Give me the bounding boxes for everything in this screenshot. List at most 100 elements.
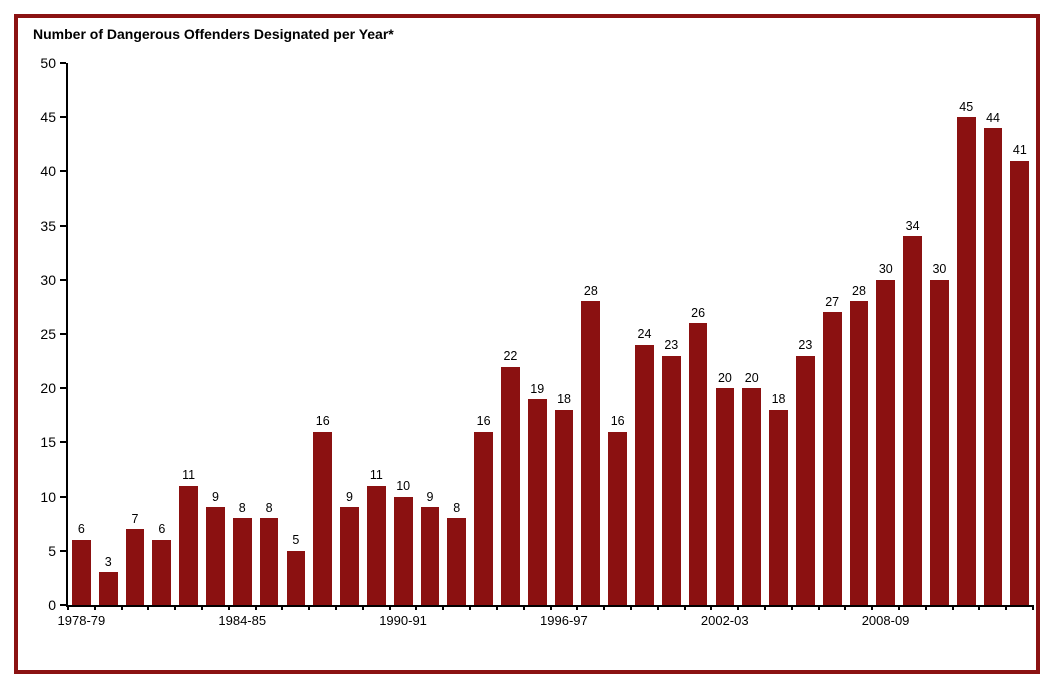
bar-2003-04 [742, 388, 762, 605]
y-axis-label: 20 [40, 380, 56, 397]
bar-value-label: 34 [905, 218, 920, 233]
x-axis-ticks [67, 605, 1034, 611]
bar-2002-03 [715, 388, 735, 605]
bar-slot-1979-80: 3 [95, 63, 122, 605]
plot-area: 0 5 10 15 20 25 30 35 40 45 50 6 3 7 6 11 9 8 8 5 16 9 11 10 9 8… [40, 56, 1034, 628]
bar-2009-10 [903, 236, 922, 605]
bar-1996-97 [554, 409, 574, 605]
x-axis-tick [924, 605, 927, 610]
bar-slot-1985-86: 8 [256, 63, 283, 605]
bar-slot-1990-91: 10 [390, 63, 417, 605]
x-axis-tick [603, 605, 606, 610]
x-axis-tick [978, 605, 981, 610]
bar-2008-09 [876, 279, 896, 605]
bar-value-label: 11 [182, 468, 196, 483]
bar-slot-2010-11: 30 [926, 63, 953, 605]
x-axis-label-2008-09: 2008-09 [861, 613, 910, 628]
y-axis-tick [60, 604, 66, 606]
x-axis-tick [844, 605, 847, 610]
x-axis-tick [469, 605, 472, 610]
x-axis-tick [361, 605, 364, 610]
bar-value-label: 18 [771, 392, 786, 407]
x-axis-tick [147, 605, 150, 610]
x-axis-tick [495, 605, 498, 610]
chart-title: Number of Dangerous Offenders Designated… [33, 26, 394, 42]
x-axis-tick [93, 605, 96, 610]
x-axis-tick [442, 605, 445, 610]
x-axis-tick [227, 605, 230, 610]
bar-1985-86 [259, 518, 279, 605]
x-axis-tick [629, 605, 632, 610]
bar-value-label: 8 [453, 500, 461, 515]
bar-value-label: 28 [852, 283, 866, 298]
chart-frame: Number of Dangerous Offenders Designated… [14, 14, 1040, 674]
bar-slot-1987-88: 16 [309, 63, 336, 605]
bar-value-label: 28 [583, 283, 598, 298]
bar-1979-80 [98, 572, 118, 605]
bar-1992-93 [447, 518, 467, 605]
bar-1991-92 [420, 507, 440, 605]
x-axis-tick [120, 605, 123, 610]
y-axis-label: 30 [40, 271, 56, 288]
bar-slot-1984-85: 8 [229, 63, 256, 605]
bar-slot-2002-03: 20 [712, 63, 739, 605]
x-axis-label-1990-91: 1990-91 [379, 613, 427, 628]
bar-value-label: 10 [396, 479, 411, 494]
bar-value-label: 5 [292, 533, 300, 548]
bar-2000-01 [661, 355, 681, 605]
bar-value-label: 27 [825, 294, 840, 309]
bar-slot-2006-07: 27 [819, 63, 846, 605]
bar-slot-1980-81: 7 [122, 63, 149, 605]
bar-slot-1994-95: 22 [497, 63, 524, 605]
x-axis-tick [576, 605, 579, 610]
x-axis-label-1978-79: 1978-79 [57, 613, 106, 628]
bar-value-label: 22 [503, 349, 518, 364]
bar-slot-2012-13: 44 [980, 63, 1007, 605]
y-axis-tick [60, 441, 66, 444]
x-axis-tick [1032, 605, 1034, 610]
bar-slot-2007-08: 28 [846, 63, 873, 605]
bar-value-label: 3 [104, 554, 112, 569]
bar-1989-90 [366, 485, 386, 605]
bar-value-label: 8 [265, 500, 273, 515]
bar-slot-2009-10: 34 [899, 63, 926, 605]
y-axis-tick [60, 62, 66, 64]
bar-2011-12 [956, 117, 976, 605]
y-axis-label: 25 [40, 326, 56, 342]
x-axis-tick [951, 605, 954, 610]
x-axis-tick [308, 605, 311, 610]
bar-1999-00 [635, 344, 654, 605]
x-axis-tick [67, 605, 69, 610]
bar-slot-2013-14: 41 [1006, 63, 1033, 605]
bar-slot-1983-84: 9 [202, 63, 229, 605]
bar-value-label: 11 [369, 468, 383, 483]
bar-value-label: 18 [557, 392, 571, 407]
y-axis-tick [60, 495, 66, 498]
bar-2004-05 [769, 409, 788, 605]
x-axis-tick [281, 605, 284, 610]
bar-value-label: 24 [637, 327, 652, 342]
y-axis-label: 0 [48, 597, 56, 613]
bar-2013-14 [1010, 160, 1030, 605]
bar-1987-88 [313, 431, 333, 605]
x-axis-tick [522, 605, 525, 610]
bar-slot-1989-90: 11 [363, 63, 390, 605]
bar-slot-1993-94: 16 [470, 63, 497, 605]
bar-value-label: 30 [932, 262, 947, 277]
bar-1998-99 [608, 431, 628, 605]
bar-value-label: 23 [664, 338, 679, 353]
bar-2005-06 [795, 355, 815, 605]
bar-slot-2008-09: 30 [872, 63, 899, 605]
x-axis-tick [763, 605, 766, 610]
bar-value-label: 16 [315, 414, 330, 429]
bar-1980-81 [125, 529, 145, 605]
bar-1983-84 [206, 507, 225, 605]
y-axis-label: 50 [40, 55, 56, 71]
bar-slot-1995-96: 19 [524, 63, 551, 605]
x-axis-label-1984-85: 1984-85 [218, 613, 267, 628]
bar-slot-1998-99: 16 [604, 63, 631, 605]
bar-value-label: 9 [346, 489, 353, 504]
bar-value-label: 23 [798, 338, 813, 353]
bar-value-label: 30 [878, 262, 893, 277]
x-axis-tick [1005, 605, 1008, 610]
